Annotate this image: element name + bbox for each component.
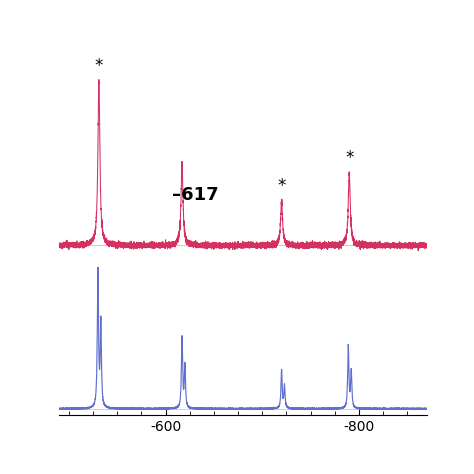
Text: –617: –617 <box>173 186 219 204</box>
Text: *: * <box>95 57 103 75</box>
Text: *: * <box>277 177 286 195</box>
Text: *: * <box>345 149 354 167</box>
